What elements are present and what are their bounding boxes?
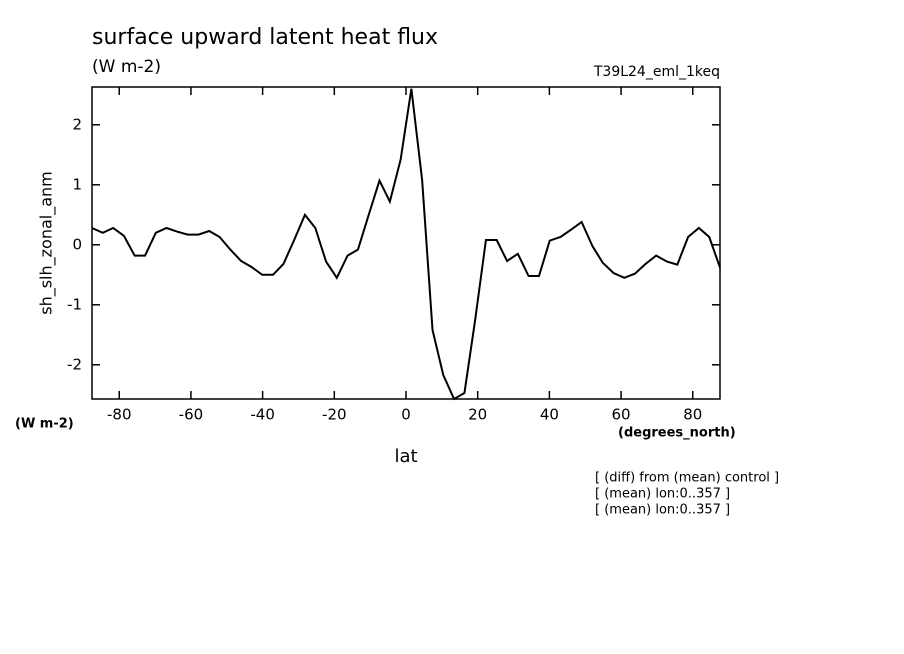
x-tick-label: 0 <box>401 406 411 424</box>
experiment-label: T39L24_eml_1keq <box>593 64 720 80</box>
chart-title: surface upward latent heat flux <box>92 25 438 50</box>
x-tick-label: 20 <box>468 406 487 424</box>
plot-frame <box>91 86 721 400</box>
note: [ (mean) lon:0..357 ] <box>595 487 730 502</box>
x-tick-label: 60 <box>612 406 631 424</box>
y-tick-label: 1 <box>72 175 82 193</box>
x-tick-label: 40 <box>540 406 559 424</box>
x-tick-label: -80 <box>107 406 132 424</box>
x-tick-label: -20 <box>322 406 347 424</box>
y-tick-label: 0 <box>72 235 82 253</box>
subtitle: (W m-2) <box>92 57 161 77</box>
y-tick-label: 2 <box>72 115 82 133</box>
data-line <box>91 88 721 401</box>
y-units: (W m-2) <box>15 417 74 432</box>
x-tick-label: -60 <box>179 406 204 424</box>
x-tick-label: -40 <box>250 406 275 424</box>
y-tick-label: -2 <box>67 355 82 373</box>
note: [ (mean) lon:0..357 ] <box>595 503 730 518</box>
y-tick-label: -1 <box>67 295 82 313</box>
x-units: (degrees_north) <box>618 426 736 441</box>
y-axis-label: sh_slh_zonal_anm <box>37 171 57 315</box>
note: [ (diff) from (mean) control ] <box>595 471 779 486</box>
x-axis-label: lat <box>394 446 417 467</box>
x-tick-label: 80 <box>683 406 702 424</box>
